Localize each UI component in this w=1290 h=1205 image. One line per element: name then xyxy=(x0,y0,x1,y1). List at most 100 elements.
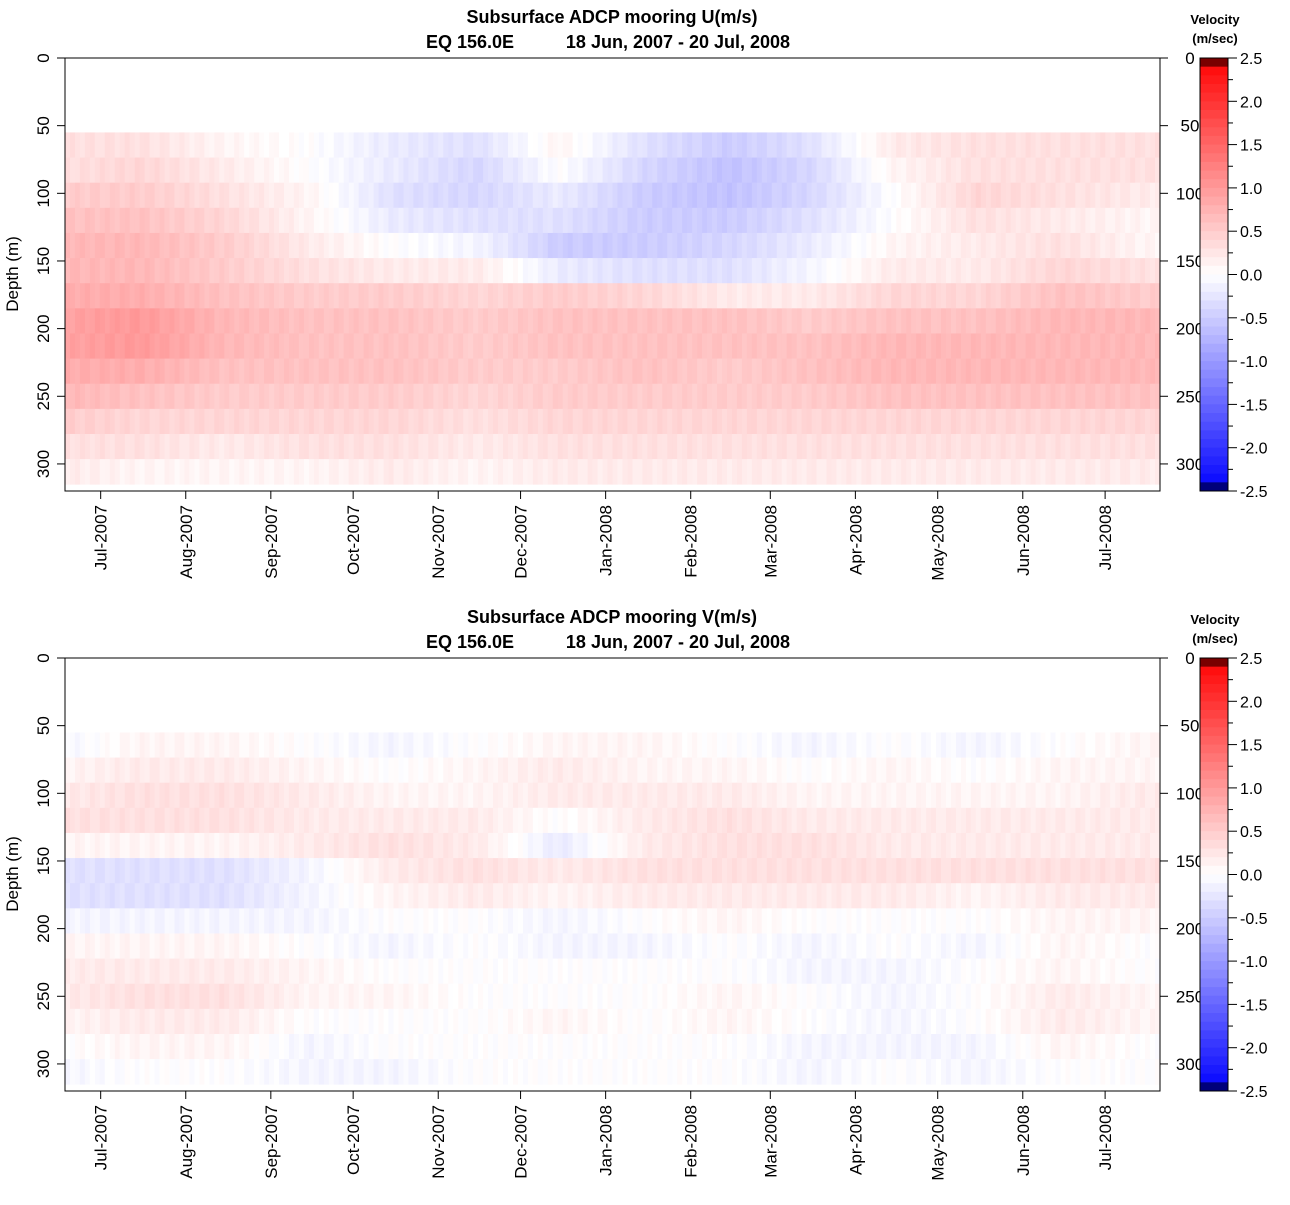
heatmap-cell xyxy=(483,233,488,259)
heatmap-cell xyxy=(140,183,145,209)
heatmap-cell xyxy=(70,359,75,385)
heatmap-cell xyxy=(110,933,115,959)
heatmap-cell xyxy=(184,183,189,209)
heatmap-cell xyxy=(1001,409,1006,435)
heatmap-cell xyxy=(662,158,667,184)
colorbar-segment xyxy=(1200,101,1228,110)
heatmap-cell xyxy=(657,434,662,460)
heatmap-cell xyxy=(593,384,598,410)
heatmap-cell xyxy=(488,1009,493,1035)
heatmap-cell xyxy=(832,384,837,410)
heatmap-cell xyxy=(896,132,901,158)
heatmap-cell xyxy=(528,409,533,435)
heatmap-cell xyxy=(617,258,622,284)
heatmap-cell xyxy=(244,1059,249,1085)
heatmap-cell xyxy=(692,258,697,284)
heatmap-cell xyxy=(493,1059,498,1085)
heatmap-cell xyxy=(349,833,354,859)
heatmap-cell xyxy=(752,283,757,309)
colorbar-tick-label: 2.5 xyxy=(1240,51,1262,68)
heatmap-cell xyxy=(553,758,558,784)
heatmap-cell xyxy=(179,459,184,485)
heatmap-cell xyxy=(199,908,204,934)
heatmap-cell xyxy=(792,283,797,309)
heatmap-cell xyxy=(697,459,702,485)
heatmap-cell xyxy=(364,158,369,184)
heatmap-cell xyxy=(219,434,224,460)
heatmap-cell xyxy=(901,208,906,234)
heatmap-cell xyxy=(478,959,483,985)
heatmap-cell xyxy=(369,808,374,834)
heatmap-cell xyxy=(1095,258,1100,284)
heatmap-cell xyxy=(175,984,180,1010)
heatmap-cell xyxy=(448,808,453,834)
heatmap-cell xyxy=(140,359,145,385)
heatmap-cell xyxy=(324,283,329,309)
heatmap-cell xyxy=(608,833,613,859)
heatmap-cell xyxy=(1021,158,1026,184)
heatmap-cell xyxy=(105,208,110,234)
heatmap-cell xyxy=(787,183,792,209)
heatmap-cell xyxy=(588,132,593,158)
heatmap-cell xyxy=(379,434,384,460)
heatmap-cell xyxy=(438,183,443,209)
heatmap-cell xyxy=(150,1034,155,1060)
heatmap-cell xyxy=(518,1009,523,1035)
heatmap-cell xyxy=(229,459,234,485)
heatmap-cell xyxy=(344,833,349,859)
heatmap-cell xyxy=(219,359,224,385)
heatmap-cell xyxy=(135,183,140,209)
heatmap-cell xyxy=(851,459,856,485)
heatmap-cell xyxy=(637,434,642,460)
heatmap-cell xyxy=(558,908,563,934)
heatmap-cell xyxy=(866,359,871,385)
heatmap-cell xyxy=(652,858,657,884)
heatmap-cell xyxy=(140,808,145,834)
heatmap-cell xyxy=(473,359,478,385)
heatmap-cell xyxy=(747,359,752,385)
heatmap-cell xyxy=(140,1059,145,1085)
heatmap-cell xyxy=(244,1034,249,1060)
heatmap-cell xyxy=(856,233,861,259)
heatmap-cell xyxy=(394,1059,399,1085)
heatmap-cell xyxy=(667,459,672,485)
heatmap-cell xyxy=(513,732,518,758)
heatmap-cell xyxy=(359,808,364,834)
heatmap-cell xyxy=(1120,183,1125,209)
heatmap-cell xyxy=(722,409,727,435)
heatmap-cell xyxy=(339,833,344,859)
heatmap-cell xyxy=(622,384,627,410)
heatmap-cell xyxy=(493,208,498,234)
heatmap-cell xyxy=(448,434,453,460)
heatmap-cell xyxy=(598,883,603,909)
colorbar-segment xyxy=(1200,465,1228,474)
heatmap-cell xyxy=(145,1034,150,1060)
heatmap-cell xyxy=(369,758,374,784)
heatmap-cell xyxy=(593,758,598,784)
heatmap-cell xyxy=(642,808,647,834)
heatmap-cell xyxy=(324,308,329,334)
heatmap-cell xyxy=(339,459,344,485)
heatmap-cell xyxy=(593,183,598,209)
heatmap-cell xyxy=(314,384,319,410)
heatmap-cell xyxy=(493,959,498,985)
heatmap-cell xyxy=(244,158,249,184)
heatmap-cell xyxy=(712,283,717,309)
heatmap-cell xyxy=(851,384,856,410)
heatmap-cell xyxy=(1140,258,1145,284)
heatmap-cell xyxy=(523,434,528,460)
heatmap-cell xyxy=(478,409,483,435)
heatmap-cell xyxy=(866,283,871,309)
heatmap-cell xyxy=(95,933,100,959)
heatmap-cell xyxy=(294,233,299,259)
heatmap-cell xyxy=(752,384,757,410)
heatmap-cell xyxy=(80,384,85,410)
heatmap-cell xyxy=(384,409,389,435)
heatmap-cell xyxy=(473,959,478,985)
heatmap-cell xyxy=(717,459,722,485)
heatmap-cell xyxy=(871,233,876,259)
heatmap-cell xyxy=(553,333,558,359)
heatmap-cell xyxy=(558,808,563,834)
heatmap-cell xyxy=(797,308,802,334)
heatmap-cell xyxy=(170,258,175,284)
